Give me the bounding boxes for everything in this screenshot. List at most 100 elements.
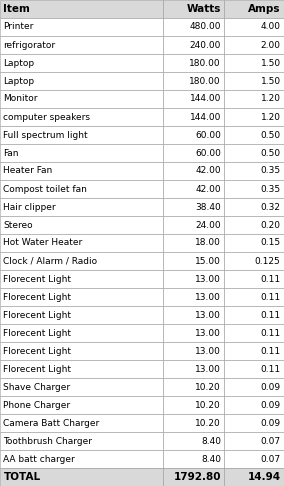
Text: Florecent Light: Florecent Light bbox=[3, 311, 71, 319]
Bar bbox=[0, 90, 163, 108]
Text: 180.00: 180.00 bbox=[189, 58, 221, 68]
Text: 0.11: 0.11 bbox=[260, 347, 281, 355]
Text: 60.00: 60.00 bbox=[195, 149, 221, 157]
Bar bbox=[224, 180, 284, 198]
Bar bbox=[224, 72, 284, 90]
Bar bbox=[224, 198, 284, 216]
Bar bbox=[224, 108, 284, 126]
Bar bbox=[0, 198, 163, 216]
Bar bbox=[0, 270, 163, 288]
Bar bbox=[163, 108, 224, 126]
Text: 42.00: 42.00 bbox=[195, 167, 221, 175]
Bar bbox=[0, 36, 163, 54]
Text: 144.00: 144.00 bbox=[190, 112, 221, 122]
Bar bbox=[0, 144, 163, 162]
Text: 13.00: 13.00 bbox=[195, 293, 221, 301]
Bar bbox=[0, 108, 163, 126]
Bar bbox=[224, 252, 284, 270]
Text: Printer: Printer bbox=[3, 22, 34, 32]
Bar bbox=[224, 288, 284, 306]
Bar bbox=[224, 162, 284, 180]
Text: Full spectrum light: Full spectrum light bbox=[3, 131, 88, 139]
Bar bbox=[224, 378, 284, 396]
Text: Shave Charger: Shave Charger bbox=[3, 382, 70, 392]
Bar bbox=[0, 378, 163, 396]
Text: 10.20: 10.20 bbox=[195, 400, 221, 410]
Text: Camera Batt Charger: Camera Batt Charger bbox=[3, 418, 100, 428]
Bar bbox=[163, 252, 224, 270]
Bar bbox=[0, 180, 163, 198]
Text: 240.00: 240.00 bbox=[190, 40, 221, 50]
Text: Florecent Light: Florecent Light bbox=[3, 329, 71, 337]
Text: 0.11: 0.11 bbox=[260, 364, 281, 374]
Bar bbox=[163, 144, 224, 162]
Text: 0.07: 0.07 bbox=[260, 436, 281, 446]
Text: Hair clipper: Hair clipper bbox=[3, 203, 56, 211]
Bar bbox=[224, 90, 284, 108]
Bar bbox=[163, 54, 224, 72]
Text: Phone Charger: Phone Charger bbox=[3, 400, 70, 410]
Text: Fan: Fan bbox=[3, 149, 19, 157]
Bar bbox=[224, 342, 284, 360]
Bar bbox=[224, 306, 284, 324]
Text: 0.09: 0.09 bbox=[260, 382, 281, 392]
Text: Stereo: Stereo bbox=[3, 221, 33, 229]
Bar bbox=[0, 360, 163, 378]
Bar bbox=[224, 468, 284, 486]
Text: AA batt charger: AA batt charger bbox=[3, 454, 75, 464]
Text: 13.00: 13.00 bbox=[195, 275, 221, 283]
Bar bbox=[163, 0, 224, 18]
Bar bbox=[224, 126, 284, 144]
Text: 0.09: 0.09 bbox=[260, 400, 281, 410]
Bar bbox=[0, 18, 163, 36]
Bar bbox=[224, 54, 284, 72]
Bar bbox=[163, 126, 224, 144]
Bar bbox=[0, 324, 163, 342]
Bar bbox=[163, 396, 224, 414]
Text: TOTAL: TOTAL bbox=[3, 472, 41, 482]
Text: 8.40: 8.40 bbox=[201, 436, 221, 446]
Bar bbox=[163, 360, 224, 378]
Bar bbox=[224, 144, 284, 162]
Bar bbox=[224, 414, 284, 432]
Text: 0.11: 0.11 bbox=[260, 293, 281, 301]
Text: Laptop: Laptop bbox=[3, 58, 35, 68]
Bar bbox=[163, 72, 224, 90]
Bar bbox=[224, 18, 284, 36]
Bar bbox=[163, 90, 224, 108]
Bar bbox=[0, 342, 163, 360]
Text: 0.20: 0.20 bbox=[261, 221, 281, 229]
Text: 0.09: 0.09 bbox=[260, 418, 281, 428]
Text: 0.11: 0.11 bbox=[260, 329, 281, 337]
Bar bbox=[163, 306, 224, 324]
Bar bbox=[163, 432, 224, 450]
Text: 60.00: 60.00 bbox=[195, 131, 221, 139]
Text: computer speakers: computer speakers bbox=[3, 112, 90, 122]
Text: 15.00: 15.00 bbox=[195, 257, 221, 265]
Text: 480.00: 480.00 bbox=[189, 22, 221, 32]
Bar bbox=[0, 432, 163, 450]
Text: 0.11: 0.11 bbox=[260, 275, 281, 283]
Bar bbox=[163, 324, 224, 342]
Bar bbox=[0, 162, 163, 180]
Bar bbox=[224, 270, 284, 288]
Bar bbox=[224, 36, 284, 54]
Bar bbox=[163, 180, 224, 198]
Text: 2.00: 2.00 bbox=[261, 40, 281, 50]
Bar bbox=[163, 198, 224, 216]
Bar bbox=[163, 468, 224, 486]
Text: 38.40: 38.40 bbox=[195, 203, 221, 211]
Bar bbox=[224, 234, 284, 252]
Bar bbox=[224, 216, 284, 234]
Bar bbox=[224, 0, 284, 18]
Text: Florecent Light: Florecent Light bbox=[3, 364, 71, 374]
Text: 1792.80: 1792.80 bbox=[174, 472, 221, 482]
Bar bbox=[0, 54, 163, 72]
Text: 0.50: 0.50 bbox=[260, 131, 281, 139]
Text: 13.00: 13.00 bbox=[195, 347, 221, 355]
Text: 144.00: 144.00 bbox=[190, 94, 221, 104]
Text: 10.20: 10.20 bbox=[195, 382, 221, 392]
Text: 13.00: 13.00 bbox=[195, 329, 221, 337]
Bar bbox=[163, 342, 224, 360]
Text: Heater Fan: Heater Fan bbox=[3, 167, 53, 175]
